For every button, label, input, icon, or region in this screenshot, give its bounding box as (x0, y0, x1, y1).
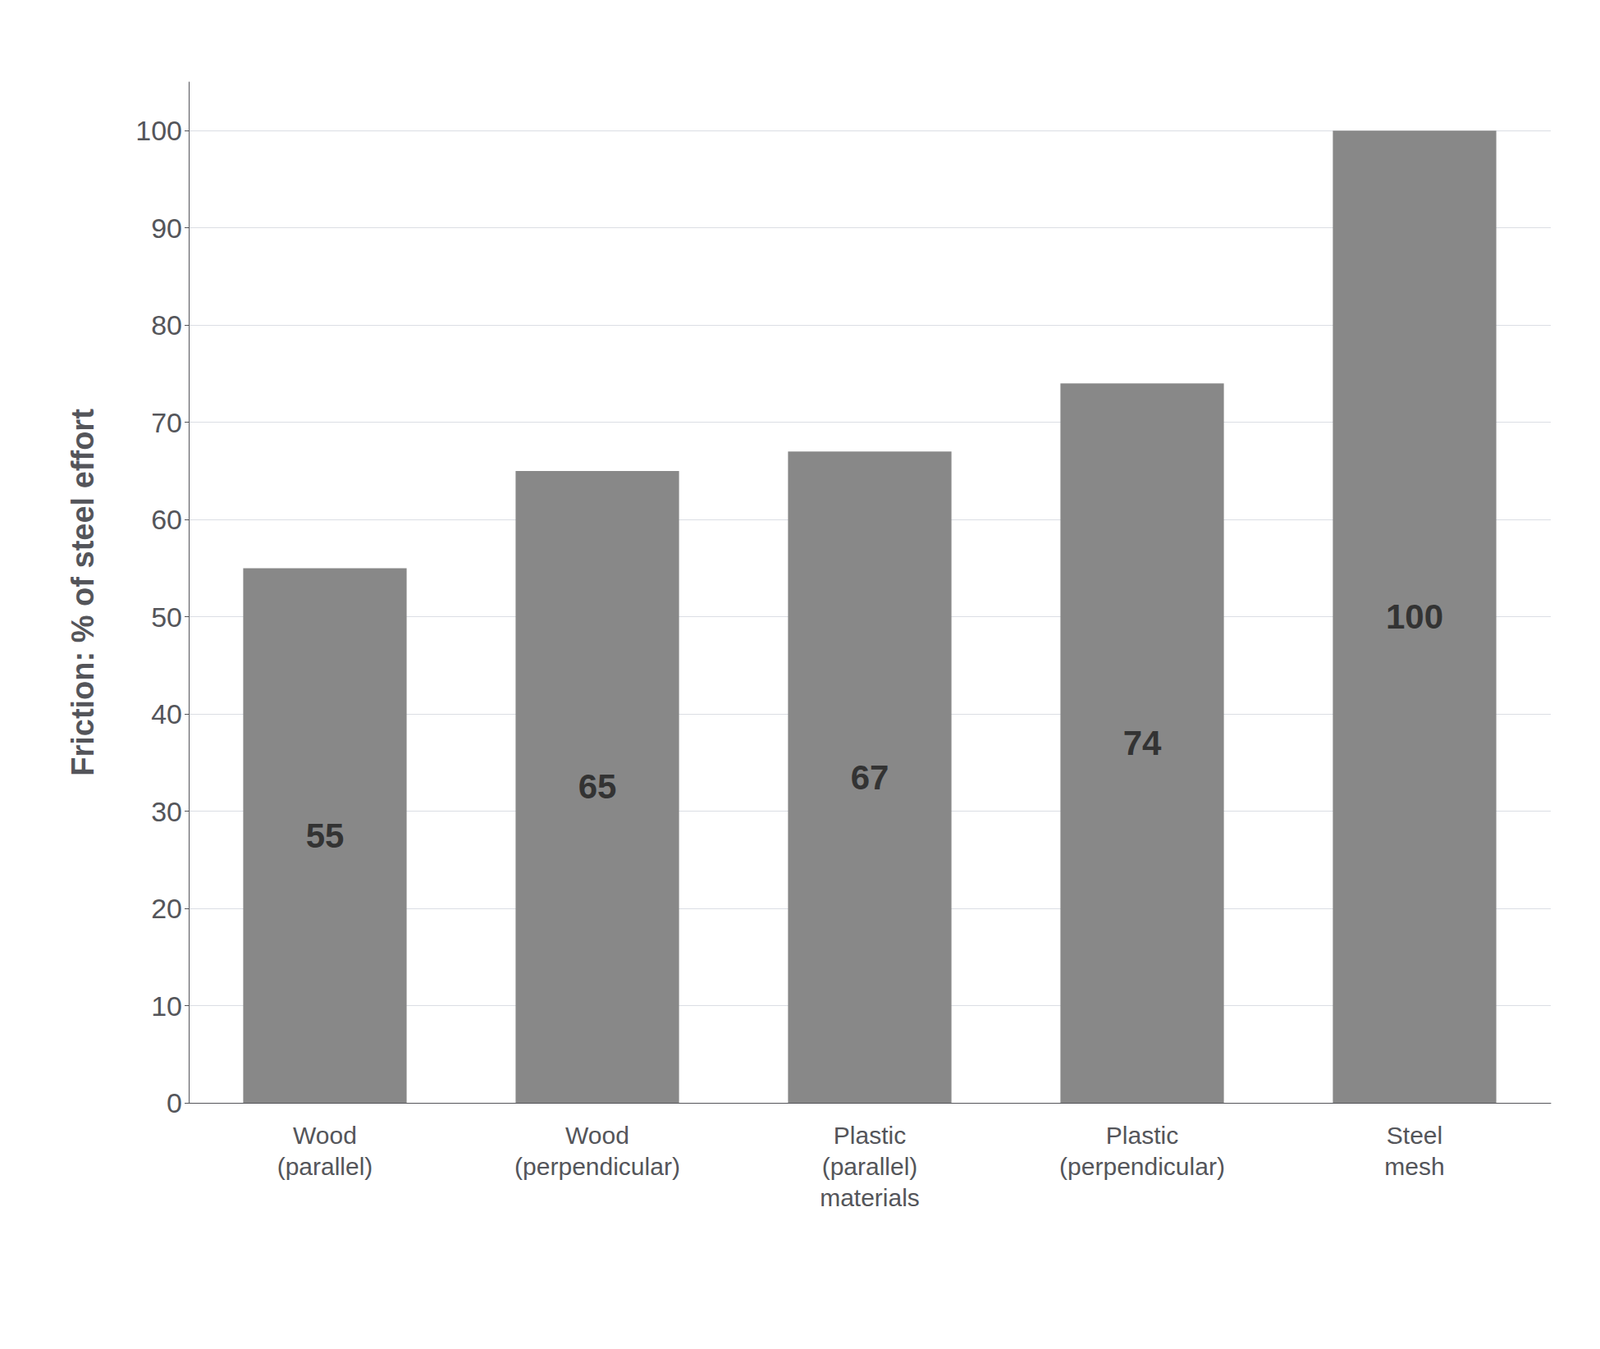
svg-text:55: 55 (306, 816, 345, 855)
svg-text:0: 0 (166, 1087, 183, 1119)
svg-text:Plastic: Plastic (833, 1121, 906, 1149)
svg-text:80: 80 (150, 309, 183, 341)
svg-text:Wood: Wood (292, 1121, 357, 1149)
svg-text:Wood: Wood (565, 1121, 630, 1149)
svg-text:67: 67 (850, 758, 890, 797)
svg-text:materials: materials (819, 1184, 920, 1212)
svg-text:10: 10 (150, 990, 183, 1022)
svg-text:30: 30 (150, 795, 183, 828)
svg-text:(parallel): (parallel) (277, 1152, 374, 1180)
svg-text:Plastic: Plastic (1106, 1121, 1179, 1149)
svg-text:(perpendicular): (perpendicular) (514, 1152, 681, 1180)
svg-text:60: 60 (150, 503, 183, 535)
svg-text:Steel: Steel (1386, 1121, 1443, 1149)
svg-text:mesh: mesh (1384, 1152, 1445, 1180)
svg-text:100: 100 (1385, 597, 1444, 636)
svg-text:(parallel): (parallel) (822, 1152, 919, 1180)
svg-text:74: 74 (1123, 723, 1162, 763)
svg-text:70: 70 (150, 406, 183, 439)
svg-text:100: 100 (135, 114, 183, 147)
svg-text:(perpendicular): (perpendicular) (1059, 1152, 1226, 1180)
svg-text:50: 50 (150, 601, 183, 633)
svg-text:40: 40 (150, 698, 183, 730)
svg-text:Friction: % of steel effort: Friction: % of steel effort (65, 408, 101, 777)
svg-text:20: 20 (150, 892, 183, 924)
svg-text:65: 65 (578, 767, 618, 806)
svg-text:90: 90 (150, 212, 183, 244)
